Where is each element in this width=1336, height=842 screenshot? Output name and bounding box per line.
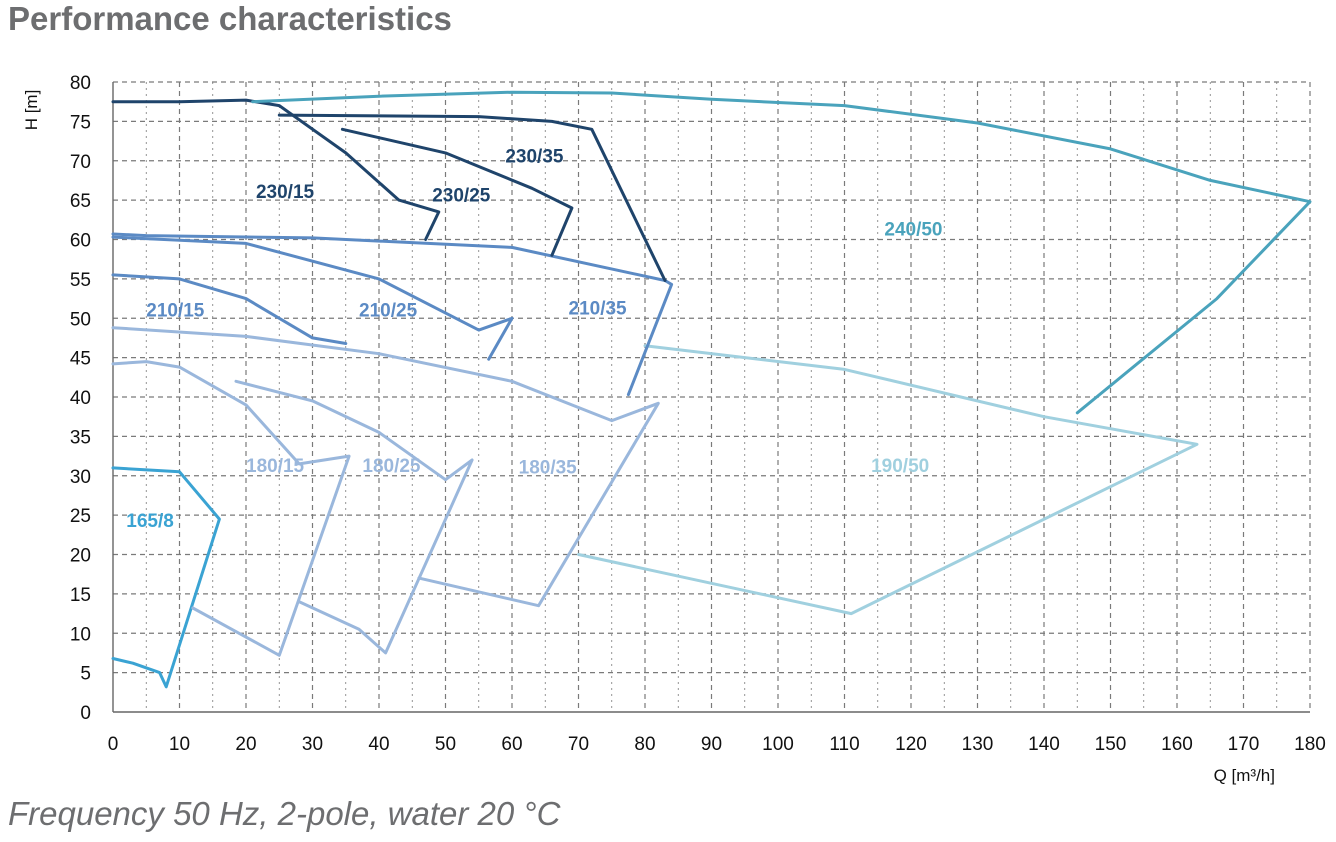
curve-label-180-15: 180/15: [246, 456, 305, 477]
curve-240-50: [251, 90, 1312, 415]
curve-label-180-25: 180/25: [362, 456, 421, 477]
x-tick-label: 150: [1095, 734, 1127, 755]
curve-230-15: [111, 98, 441, 241]
x-tick-label: 50: [435, 734, 456, 755]
y-tick-label: 40: [70, 388, 91, 409]
curve-label-210-35: 210/35: [569, 298, 628, 319]
y-tick-label: 65: [70, 191, 91, 212]
x-tick-label: 30: [302, 734, 323, 755]
y-tick-labels: 0 5 10 15 20 25 30 35 40 45 50 55 60 65 70 75 80: [70, 73, 91, 724]
x-tick-label: 60: [501, 734, 522, 755]
curve-label-230-15: 230/15: [256, 182, 315, 203]
curve-label-190-50: 190/50: [871, 456, 929, 477]
curve-230-25: [340, 127, 574, 257]
curve-label-210-25: 210/25: [359, 301, 418, 322]
x-axis-label: Q [m³/h]: [1214, 766, 1275, 785]
y-tick-label: 60: [70, 231, 91, 252]
x-tick-label: 40: [368, 734, 389, 755]
curve-label-210-15: 210/15: [146, 301, 205, 322]
chart-title: Performance characteristics: [8, 0, 452, 37]
x-tick-labels: 0 10 20 30 40 50 60 70 80 90 100 110 120 130 140 150 160…: [108, 734, 1326, 755]
curve-190-50: [577, 344, 1199, 616]
y-tick-label: 70: [70, 152, 91, 173]
curve-label-240-50: 240/50: [884, 220, 942, 241]
x-tick-label: 0: [108, 734, 119, 755]
x-tick-label: 90: [701, 734, 722, 755]
y-tick-label: 35: [70, 427, 91, 448]
y-tick-label: 0: [80, 703, 91, 724]
curve-165-8: [111, 466, 221, 689]
y-tick-label: 15: [70, 585, 91, 606]
x-tick-label: 10: [169, 734, 190, 755]
y-tick-label: 80: [70, 73, 91, 94]
curve-label-230-35: 230/35: [505, 146, 564, 167]
grid-lines: [113, 81, 1311, 712]
y-tick-label: 20: [70, 546, 91, 567]
x-tick-label: 170: [1228, 734, 1260, 755]
curve-labels: 165/8 180/15 180/25 180/35 190/50 210/15 210/2…: [126, 146, 942, 532]
curve-180-15: [111, 360, 351, 657]
curve-label-230-25: 230/25: [432, 186, 491, 207]
y-tick-label: 25: [70, 506, 91, 527]
curve-label-165-8: 165/8: [126, 511, 174, 532]
curve-210-35: [111, 232, 674, 397]
axes: [112, 82, 1310, 713]
x-tick-label: 100: [762, 734, 794, 755]
y-tick-label: 75: [70, 112, 91, 133]
curve-label-180-35: 180/35: [519, 457, 578, 478]
curve-210-25: [111, 235, 514, 361]
y-tick-label: 5: [80, 664, 91, 685]
chart-caption: Frequency 50 Hz, 2-pole, water 20 °C: [8, 795, 561, 832]
curve-230-35: [277, 113, 667, 282]
x-tick-label: 20: [235, 734, 256, 755]
curve-lines: [111, 90, 1312, 689]
curve-180-35: [111, 326, 660, 608]
x-tick-label: 130: [962, 734, 994, 755]
x-tick-label: 70: [568, 734, 589, 755]
x-tick-label: 80: [634, 734, 655, 755]
y-tick-label: 10: [70, 624, 91, 645]
y-tick-label: 45: [70, 349, 91, 370]
y-tick-label: 30: [70, 467, 91, 488]
y-tick-label: 55: [70, 270, 91, 291]
x-tick-label: 140: [1028, 734, 1060, 755]
x-tick-label: 120: [895, 734, 927, 755]
x-tick-label: 110: [829, 734, 859, 755]
y-axis-label: H [m]: [22, 90, 41, 131]
x-tick-label: 180: [1294, 734, 1326, 755]
y-tick-label: 50: [70, 309, 91, 330]
curve-210-15: [111, 273, 348, 345]
x-tick-label: 160: [1161, 734, 1193, 755]
curve-180-25: [234, 379, 474, 655]
